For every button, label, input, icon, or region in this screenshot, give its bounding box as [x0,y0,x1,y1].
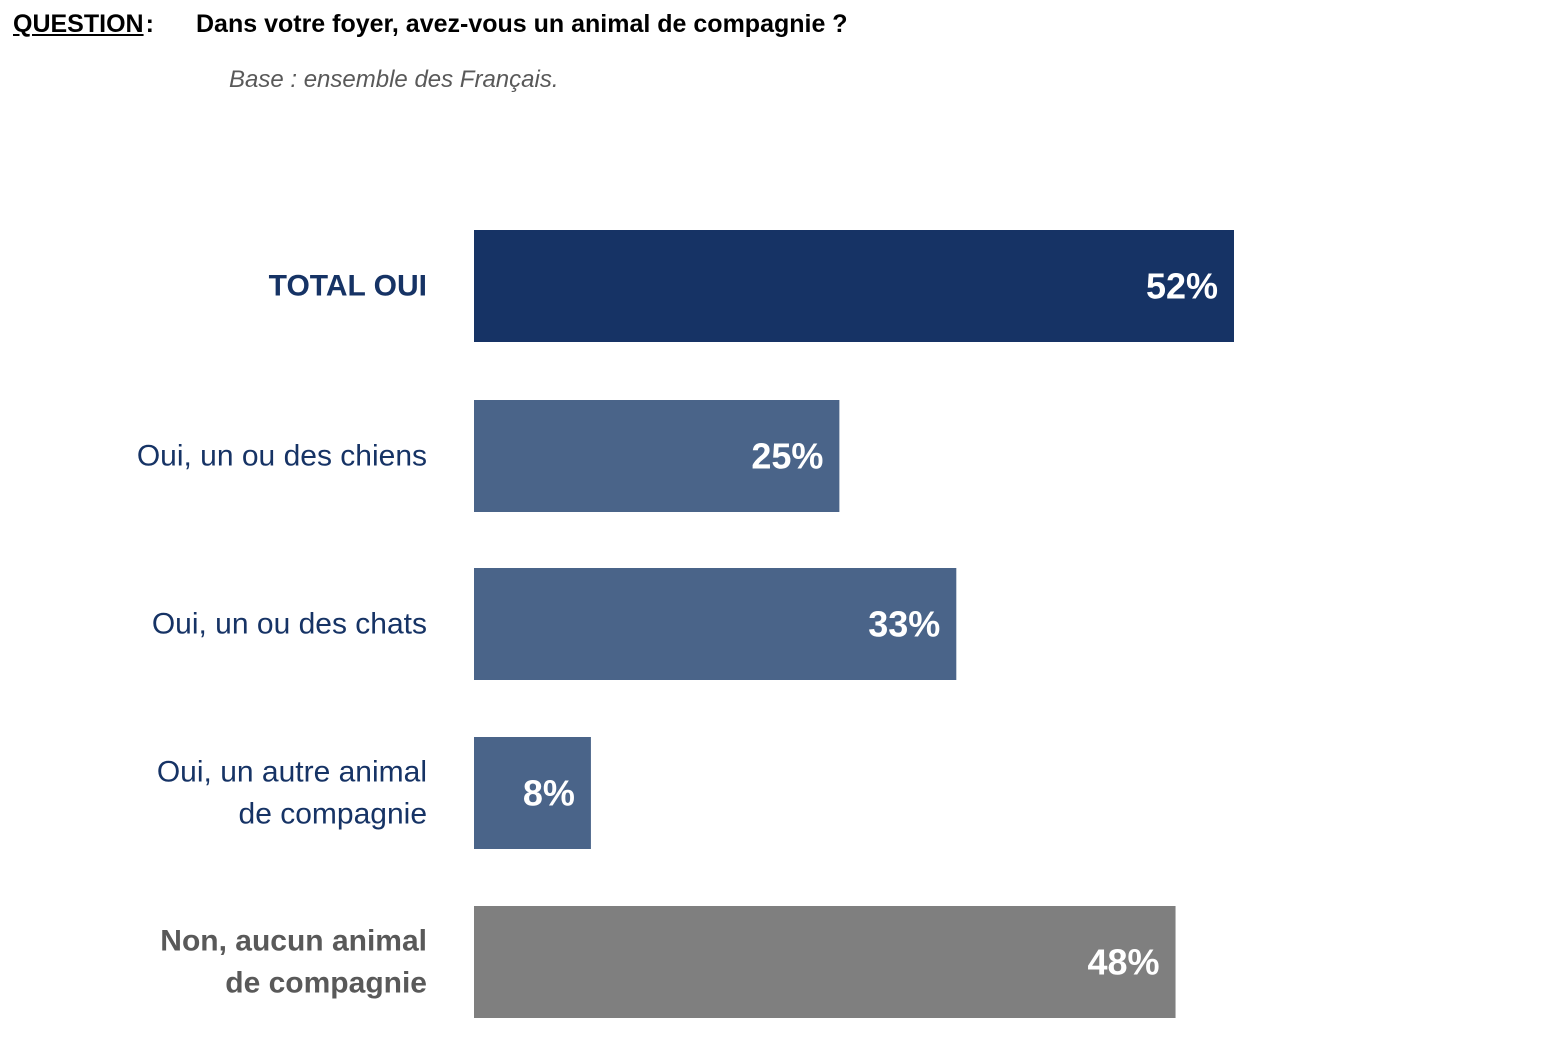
category-label-2: Oui, un ou des chiens [137,440,427,473]
bar-5 [474,906,1176,1018]
question-colon: : [145,10,154,38]
category-label-5: Non, aucun animal de compagnie [160,925,427,1000]
value-label-5: 48% [1087,942,1159,983]
base-note: Base : ensemble des Français. [229,66,559,93]
bar-3 [474,568,957,680]
value-label-4: 8% [523,773,575,814]
bar-2 [474,400,840,512]
bar-4 [474,737,591,849]
question-text: Dans votre foyer, avez-vous un animal de… [196,10,848,38]
value-label-3: 33% [868,604,940,645]
bar-1 [474,230,1234,342]
value-label-1: 52% [1146,266,1218,307]
question-line: QUESTION: Dans votre foyer, avez-vous un… [13,10,848,44]
question-label: QUESTION [13,10,144,38]
category-label-4: Oui, un autre animal de compagnie [157,756,427,831]
category-label-1: TOTAL OUI [269,270,427,303]
category-label-3: Oui, un ou des chats [152,608,427,641]
value-label-2: 25% [751,436,823,477]
